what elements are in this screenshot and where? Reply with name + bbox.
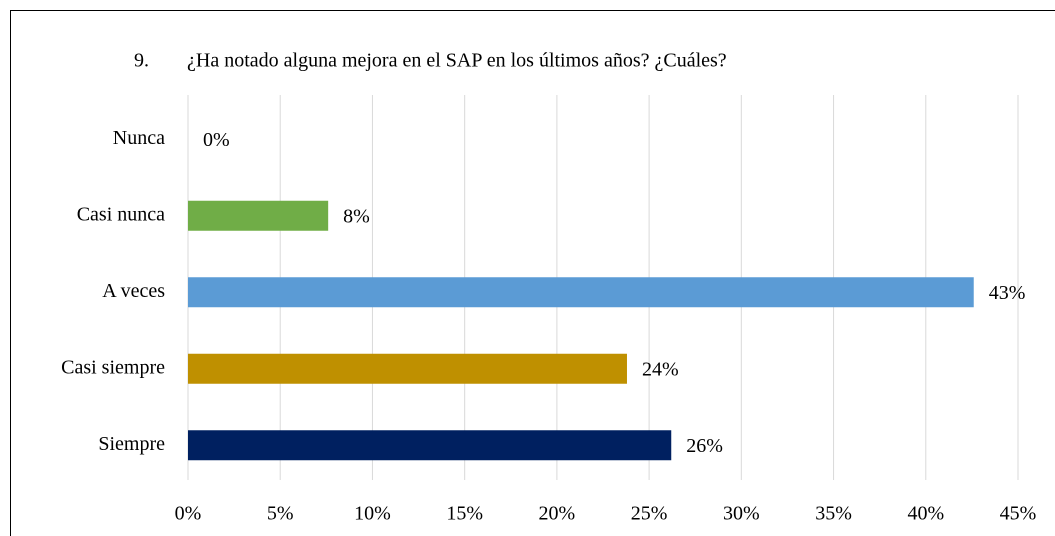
chart-title: ¿Ha notado alguna mejora en el SAP en lo… (187, 50, 727, 72)
bar (188, 430, 672, 461)
y-tick-label: Casi nunca (77, 203, 165, 225)
bar (188, 277, 974, 308)
x-tick-label: 30% (723, 503, 760, 525)
y-tick-label: Nunca (113, 127, 165, 149)
y-tick-label: A veces (102, 280, 165, 302)
data-label: 43% (989, 282, 1026, 304)
x-tick-label: 35% (815, 503, 852, 525)
x-tick-label: 20% (539, 503, 576, 525)
x-tick-label: 10% (354, 503, 391, 525)
x-tick-label: 0% (175, 503, 202, 525)
y-tick-label: Siempre (98, 433, 165, 455)
data-label: 26% (686, 435, 723, 457)
x-tick-label: 15% (446, 503, 483, 525)
x-tick-label: 25% (631, 503, 668, 525)
x-tick-label: 45% (1000, 503, 1037, 525)
x-tick-label: 5% (267, 503, 294, 525)
data-label: 0% (203, 129, 230, 151)
data-label: 24% (642, 358, 679, 380)
bar (188, 353, 627, 384)
title-number: 9. (134, 50, 149, 72)
data-label: 8% (343, 205, 370, 227)
bar (188, 200, 329, 231)
x-tick-label: 40% (907, 503, 944, 525)
y-tick-label: Casi siempre (61, 356, 165, 378)
